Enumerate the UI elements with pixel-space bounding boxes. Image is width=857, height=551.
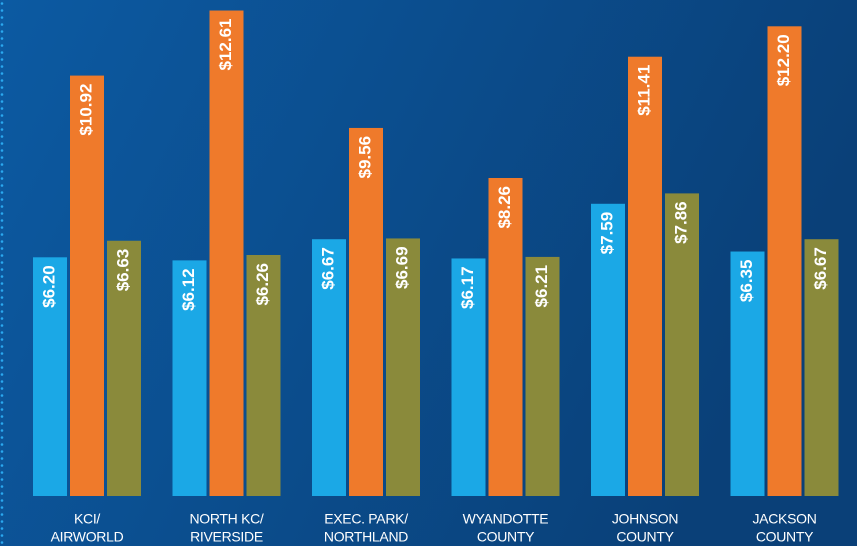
bar xyxy=(172,260,207,496)
value-label: $6.21 xyxy=(532,265,551,308)
x-tick-label: NORTHLAND xyxy=(324,529,408,545)
x-tick-label: NORTH KC/ xyxy=(189,511,263,527)
value-label: $6.67 xyxy=(811,247,830,290)
value-label: $6.17 xyxy=(458,266,477,309)
bar xyxy=(804,239,839,496)
bar xyxy=(451,258,486,496)
x-tick-label: WYANDOTTE xyxy=(463,511,549,527)
value-label: $6.12 xyxy=(179,268,198,311)
x-tick-label: KCI/ xyxy=(74,511,100,527)
x-tick-label: AIRWORLD xyxy=(51,529,124,545)
value-label: $6.35 xyxy=(737,260,756,303)
bar xyxy=(209,10,244,496)
value-label: $7.59 xyxy=(597,212,616,255)
x-tick-label: COUNTY xyxy=(756,529,814,545)
bar xyxy=(33,257,67,496)
bar xyxy=(70,75,104,496)
bar xyxy=(525,256,560,496)
value-label: $12.20 xyxy=(774,34,793,86)
x-tick-label: COUNTY xyxy=(477,529,535,545)
bar xyxy=(628,56,662,497)
value-label: $6.69 xyxy=(392,246,411,289)
x-tick-label: JACKSON xyxy=(752,511,816,527)
x-tick-label: EXEC. PARK/ xyxy=(324,511,408,527)
bar xyxy=(246,254,281,496)
value-label: $8.26 xyxy=(495,186,514,229)
value-label: $9.56 xyxy=(355,136,374,179)
value-label: $12.61 xyxy=(216,19,235,71)
bar xyxy=(591,203,625,496)
bar xyxy=(349,127,383,496)
value-label: $7.86 xyxy=(671,201,690,244)
value-label: $6.26 xyxy=(253,263,272,306)
bar xyxy=(730,251,765,496)
bar xyxy=(386,238,420,496)
x-tick-label: JOHNSON xyxy=(612,511,678,527)
value-label: $6.63 xyxy=(113,249,132,292)
value-label: $10.92 xyxy=(76,84,95,136)
bar xyxy=(665,193,699,496)
bar xyxy=(312,239,346,496)
dotted-border xyxy=(0,0,4,546)
value-label: $6.20 xyxy=(39,265,58,308)
value-label: $6.67 xyxy=(318,247,337,290)
value-label: $11.41 xyxy=(634,65,653,116)
x-tick-label: RIVERSIDE xyxy=(190,529,263,545)
bar xyxy=(767,26,802,497)
x-tick-label: COUNTY xyxy=(616,529,674,545)
bar xyxy=(488,177,523,497)
bar xyxy=(107,240,141,496)
